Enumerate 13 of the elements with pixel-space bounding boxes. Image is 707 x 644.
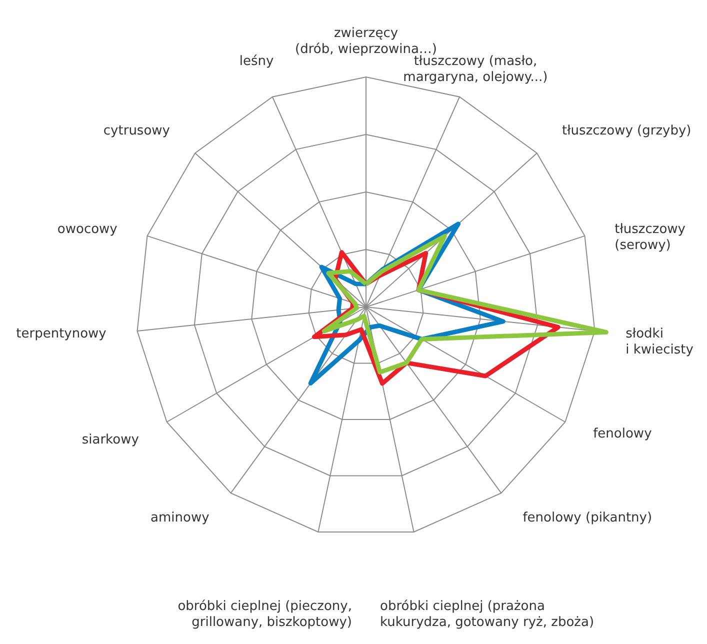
spoke-label: fenolowy (pikantny) bbox=[522, 510, 652, 526]
spoke-label: owocowy bbox=[57, 222, 118, 237]
spoke-label: terpentynowy bbox=[16, 326, 107, 342]
spoke-label: aminowy bbox=[150, 510, 210, 526]
spoke-label: słodki i kwiecisty bbox=[626, 326, 694, 358]
spoke-label: siarkowy bbox=[82, 432, 140, 448]
spoke-label: obróbki cieplnej (prażona kukurydza, gotowany ryż, zboża) bbox=[380, 599, 594, 630]
spoke-label: tłuszczowy (grzyby) bbox=[562, 124, 692, 139]
spoke-label: tłuszczowy (serowy) bbox=[614, 222, 686, 253]
spoke-label: leśny bbox=[239, 54, 274, 70]
spoke-label: cytrusowy bbox=[103, 124, 170, 139]
spoke-label: fenolowy bbox=[593, 426, 652, 442]
spoke-label: obróbki cieplnej (pieczony, grillowany, biszkoptowy) bbox=[178, 599, 352, 630]
